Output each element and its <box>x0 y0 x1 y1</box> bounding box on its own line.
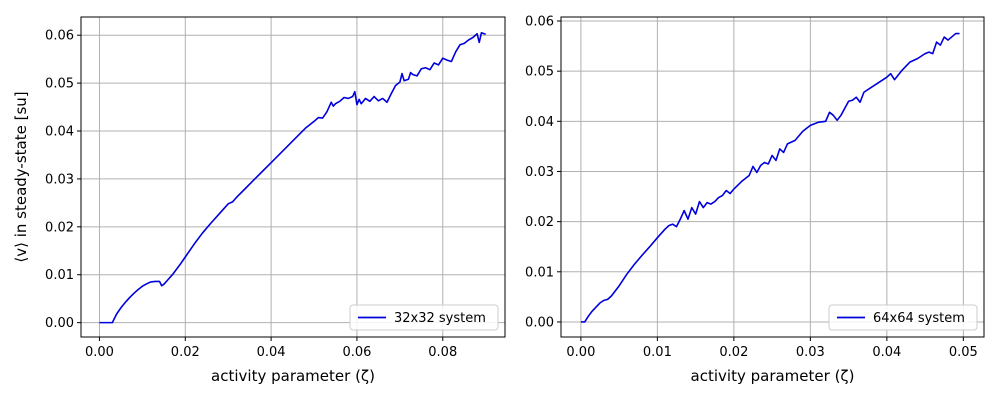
plot-frame <box>560 16 985 338</box>
y-tick-label: 0.01 <box>45 268 74 283</box>
x-tick-label: 0.02 <box>171 345 200 360</box>
x-tick-label: 0.00 <box>566 345 595 360</box>
legend-label: 32x32 system <box>394 311 486 326</box>
series-line-right <box>580 32 960 323</box>
x-axis-label: activity parameter (ζ) <box>211 367 375 385</box>
x-tick-label: 0.04 <box>872 345 901 360</box>
y-tick-label: 0.03 <box>45 172 74 187</box>
y-tick-label: 0.05 <box>525 65 554 80</box>
series-line-left <box>99 32 486 324</box>
legend: 64x64 system <box>828 304 978 331</box>
y-tick-label: 0.03 <box>525 165 554 180</box>
y-tick-label: 0.05 <box>45 77 74 92</box>
x-tick-label: 0.03 <box>796 345 825 360</box>
y-tick-label: 0.00 <box>525 315 554 330</box>
x-tick-label: 0.01 <box>643 345 672 360</box>
y-tick-label: 0.02 <box>45 220 74 235</box>
legend: 32x32 system <box>349 304 499 331</box>
x-tick-label: 0.00 <box>85 345 114 360</box>
y-axis-label: ⟨v⟩ in steady-state [su] <box>12 91 30 262</box>
x-tick-label: 0.06 <box>342 345 371 360</box>
x-axis-label: activity parameter (ζ) <box>691 367 855 385</box>
plot-frame <box>80 16 506 338</box>
y-tick-label: 0.04 <box>45 125 74 140</box>
legend-label: 64x64 system <box>873 311 965 326</box>
y-tick-label: 0.01 <box>525 265 554 280</box>
y-tick-label: 0.00 <box>45 316 74 331</box>
y-tick-label: 0.06 <box>525 15 554 30</box>
x-tick-label: 0.04 <box>257 345 286 360</box>
chart-panel-right: 0.00 0.01 0.02 0.03 0.04 0.05 0.00 0.01 0.02 0.03… <box>525 15 985 385</box>
legend-box <box>828 304 978 331</box>
x-tick-label: 0.05 <box>949 345 978 360</box>
chart-panel-left: 0.00 0.02 0.04 0.06 0.08 0.00 0.01 0.02 0.03 0.04… <box>12 16 506 385</box>
y-tick-label: 0.06 <box>45 29 74 44</box>
x-tick-label: 0.08 <box>428 345 457 360</box>
y-tick-label: 0.04 <box>525 115 554 130</box>
legend-box <box>349 304 499 331</box>
x-tick-label: 0.02 <box>719 345 748 360</box>
y-tick-label: 0.02 <box>525 215 554 230</box>
